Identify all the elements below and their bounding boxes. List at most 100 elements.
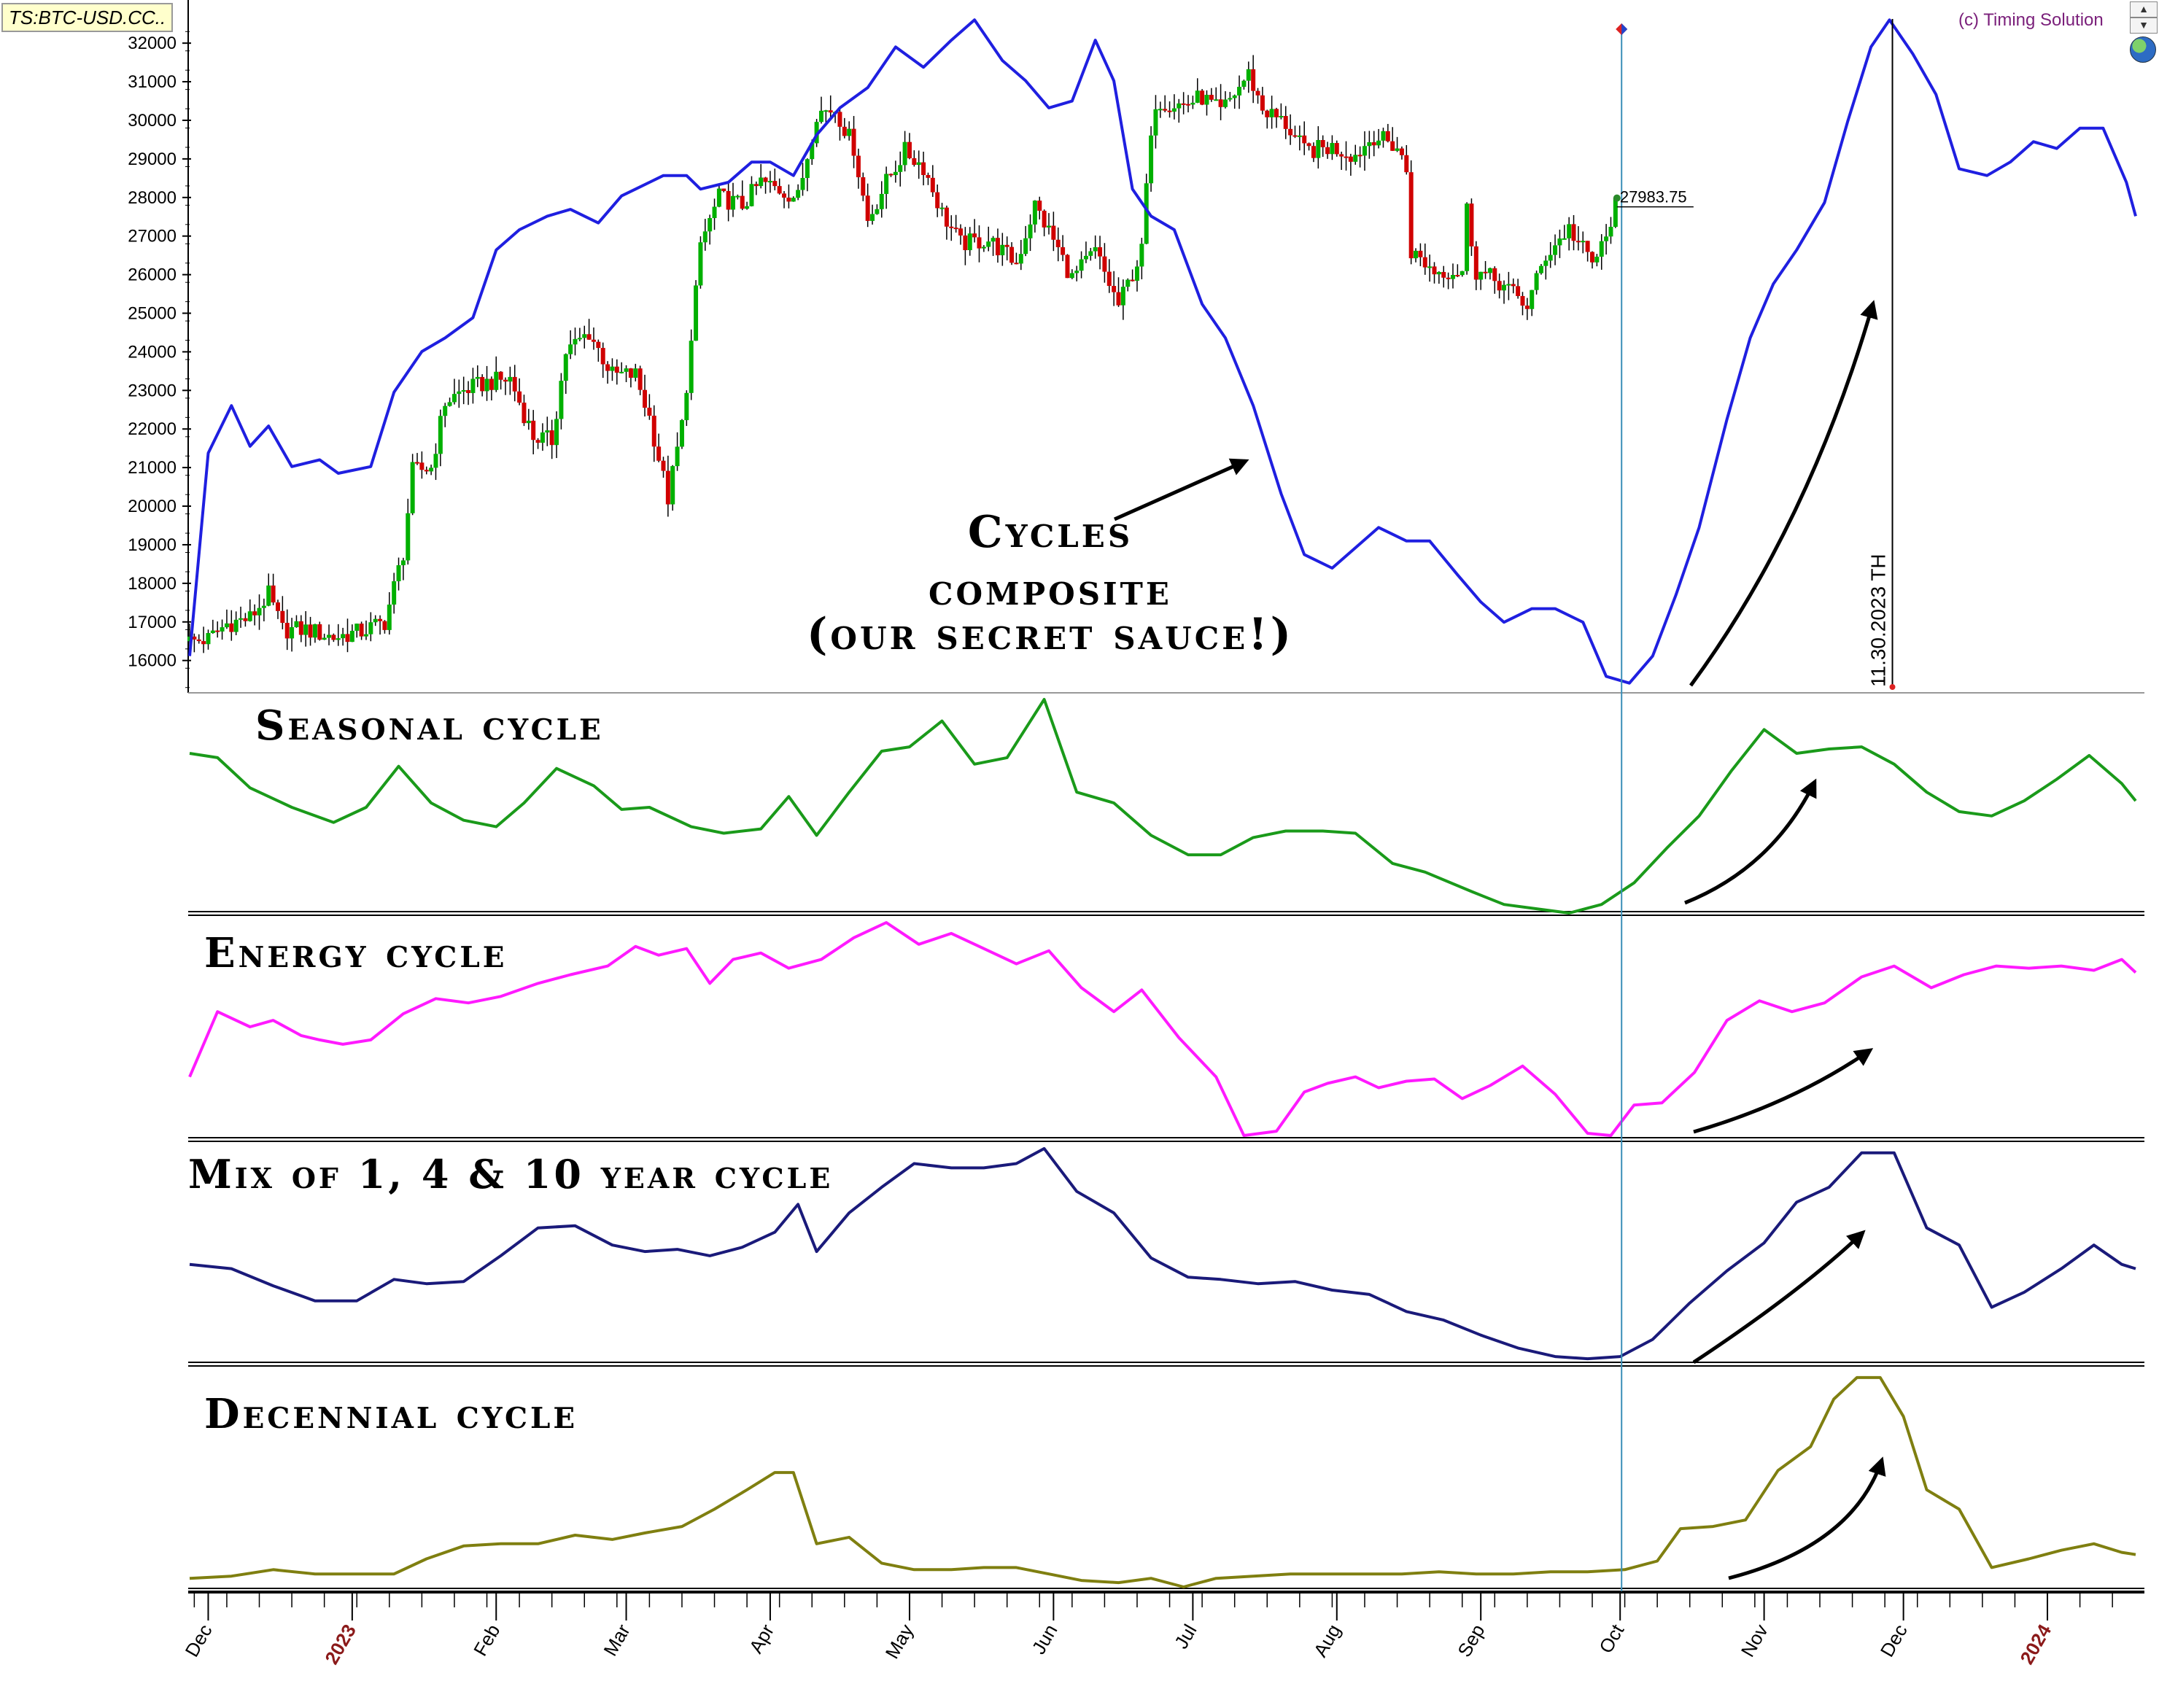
x-tick-label: Nov	[1737, 1620, 1772, 1661]
candle-body	[280, 610, 285, 624]
candle-body	[317, 624, 322, 640]
candle-body	[494, 371, 499, 390]
composite-label-line3: (our secret sauce!)	[807, 609, 1294, 660]
candle-body	[1465, 203, 1470, 271]
candle-body	[1009, 247, 1015, 263]
candle-body	[433, 454, 438, 468]
x-tick-label: Jul	[1170, 1620, 1201, 1653]
candle-body	[1339, 154, 1344, 157]
candle-body	[1325, 147, 1330, 155]
candle-body	[308, 624, 313, 638]
candle-body	[294, 621, 299, 627]
composite-rise-arrow	[1689, 300, 1878, 687]
candle-body	[1483, 271, 1488, 273]
seasonal-rise-arrow	[1684, 778, 1817, 905]
x-tick-label: Apr	[745, 1620, 778, 1657]
candle-body	[749, 184, 754, 206]
candle-body	[239, 618, 244, 620]
last-price-marker	[1613, 194, 1621, 202]
candle-body	[875, 209, 880, 214]
candle-body	[535, 440, 540, 443]
candle-body	[438, 416, 443, 454]
y-tick-label: 25000	[128, 304, 177, 324]
candle-body	[1186, 104, 1191, 106]
candle-body	[1061, 247, 1066, 255]
candle-body	[1520, 295, 1525, 306]
candle-body	[698, 242, 703, 286]
price-y-axis: 16000 17000 18000 19000 20000 21000 22000 23000…	[128, 31, 191, 688]
candle-body	[1158, 109, 1163, 111]
candle-body	[1469, 203, 1474, 247]
candle-body	[573, 338, 578, 345]
candle-body	[1530, 290, 1535, 309]
candle-body	[415, 462, 420, 464]
mix-cycle-title: Mix of 1, 4 & 10 year cycle	[188, 1151, 834, 1197]
candle-body	[656, 446, 662, 461]
seasonal-cycle-title: Seasonal cycle	[255, 702, 604, 750]
candle-body	[1167, 110, 1172, 112]
candle-body	[1414, 250, 1419, 259]
candle-body	[716, 188, 721, 207]
candle-body	[1399, 148, 1404, 155]
copyright-label: (c) Timing Solution	[1958, 10, 2104, 30]
candle-body	[382, 621, 387, 630]
candle-body	[1102, 256, 1107, 272]
candle-body	[298, 621, 303, 635]
candle-body	[210, 630, 215, 634]
candle-body	[322, 637, 327, 640]
candle-body	[1455, 274, 1460, 276]
candle-body	[953, 228, 958, 230]
candle-body	[1362, 146, 1367, 156]
x-tick-label: Oct	[1594, 1620, 1629, 1657]
candle-body	[489, 379, 494, 390]
candle-body	[1613, 198, 1618, 228]
candle-body	[354, 624, 360, 631]
candle-body	[1255, 90, 1260, 96]
candle-body	[870, 214, 875, 221]
candle-body	[451, 394, 457, 403]
candle-body	[791, 198, 796, 202]
candle-body	[349, 630, 354, 643]
candle-body	[233, 619, 239, 632]
ticker-badge[interactable]: TS:BTC-USD.CC..	[1, 3, 174, 32]
candle-body	[284, 623, 290, 639]
candle-body	[396, 565, 401, 581]
candle-body	[1585, 241, 1590, 252]
candle-body	[1055, 239, 1061, 247]
candle-body	[753, 184, 759, 187]
candle-body	[1283, 116, 1288, 129]
candle-body	[582, 334, 587, 338]
candle-body	[1232, 95, 1237, 98]
candle-body	[935, 192, 940, 209]
candle-body	[591, 339, 596, 342]
candle-body	[651, 416, 656, 447]
candle-body	[986, 241, 991, 247]
candle-body	[1083, 255, 1088, 260]
candle-body	[526, 420, 531, 424]
candle-body	[1524, 306, 1530, 309]
candle-body	[1543, 260, 1548, 266]
candle-body	[1000, 244, 1005, 256]
candle-body	[1014, 263, 1019, 265]
candle-body	[1487, 268, 1492, 273]
candle-body	[1441, 271, 1446, 278]
candle-body	[331, 634, 336, 640]
candle-body	[1074, 271, 1080, 273]
candle-body	[475, 376, 480, 379]
candle-body	[303, 624, 309, 635]
candle-body	[740, 195, 745, 209]
candle-body	[1334, 143, 1339, 155]
globe-icon[interactable]	[2130, 36, 2156, 63]
candle-body	[1604, 236, 1609, 241]
candle-body	[512, 376, 517, 392]
scroll-down-button[interactable]: ▼	[2130, 18, 2158, 34]
candle-body	[378, 618, 383, 621]
candle-body	[466, 389, 471, 393]
x-tick-label: Dec	[1876, 1620, 1912, 1661]
candle-body	[879, 193, 884, 209]
candle-body	[1427, 266, 1433, 268]
scroll-up-button[interactable]: ▲	[2130, 1, 2158, 18]
candle-body	[1395, 148, 1400, 151]
candle-body	[786, 197, 791, 202]
candle-body	[429, 467, 434, 472]
